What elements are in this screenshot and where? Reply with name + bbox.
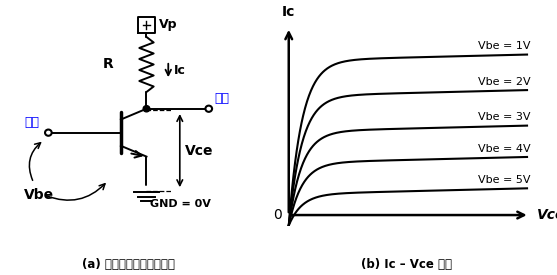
Text: Vbe = 2V: Vbe = 2V (478, 77, 531, 87)
Text: Vbe = 4V: Vbe = 4V (478, 144, 531, 154)
Circle shape (143, 106, 150, 112)
Text: (b) Ic – Vce 特性: (b) Ic – Vce 特性 (361, 257, 452, 271)
Text: Vp: Vp (159, 18, 178, 32)
Text: GND = 0V: GND = 0V (150, 199, 211, 210)
Text: Vbe: Vbe (23, 188, 53, 202)
Text: R: R (102, 57, 113, 72)
Text: Vce: Vce (185, 144, 213, 158)
Text: Vbe = 5V: Vbe = 5V (478, 175, 531, 185)
Text: Vbe = 1V: Vbe = 1V (478, 42, 531, 51)
Text: Vce: Vce (538, 208, 557, 222)
Text: 0: 0 (273, 208, 282, 222)
Text: 出力: 出力 (214, 92, 229, 105)
Text: Ic: Ic (282, 5, 295, 19)
Text: Vbe = 3V: Vbe = 3V (478, 112, 531, 122)
Text: Ic: Ic (173, 64, 185, 77)
Text: (a) エミッタ接地増幅回路: (a) エミッタ接地増幅回路 (82, 257, 174, 271)
Text: 入力: 入力 (24, 116, 39, 129)
